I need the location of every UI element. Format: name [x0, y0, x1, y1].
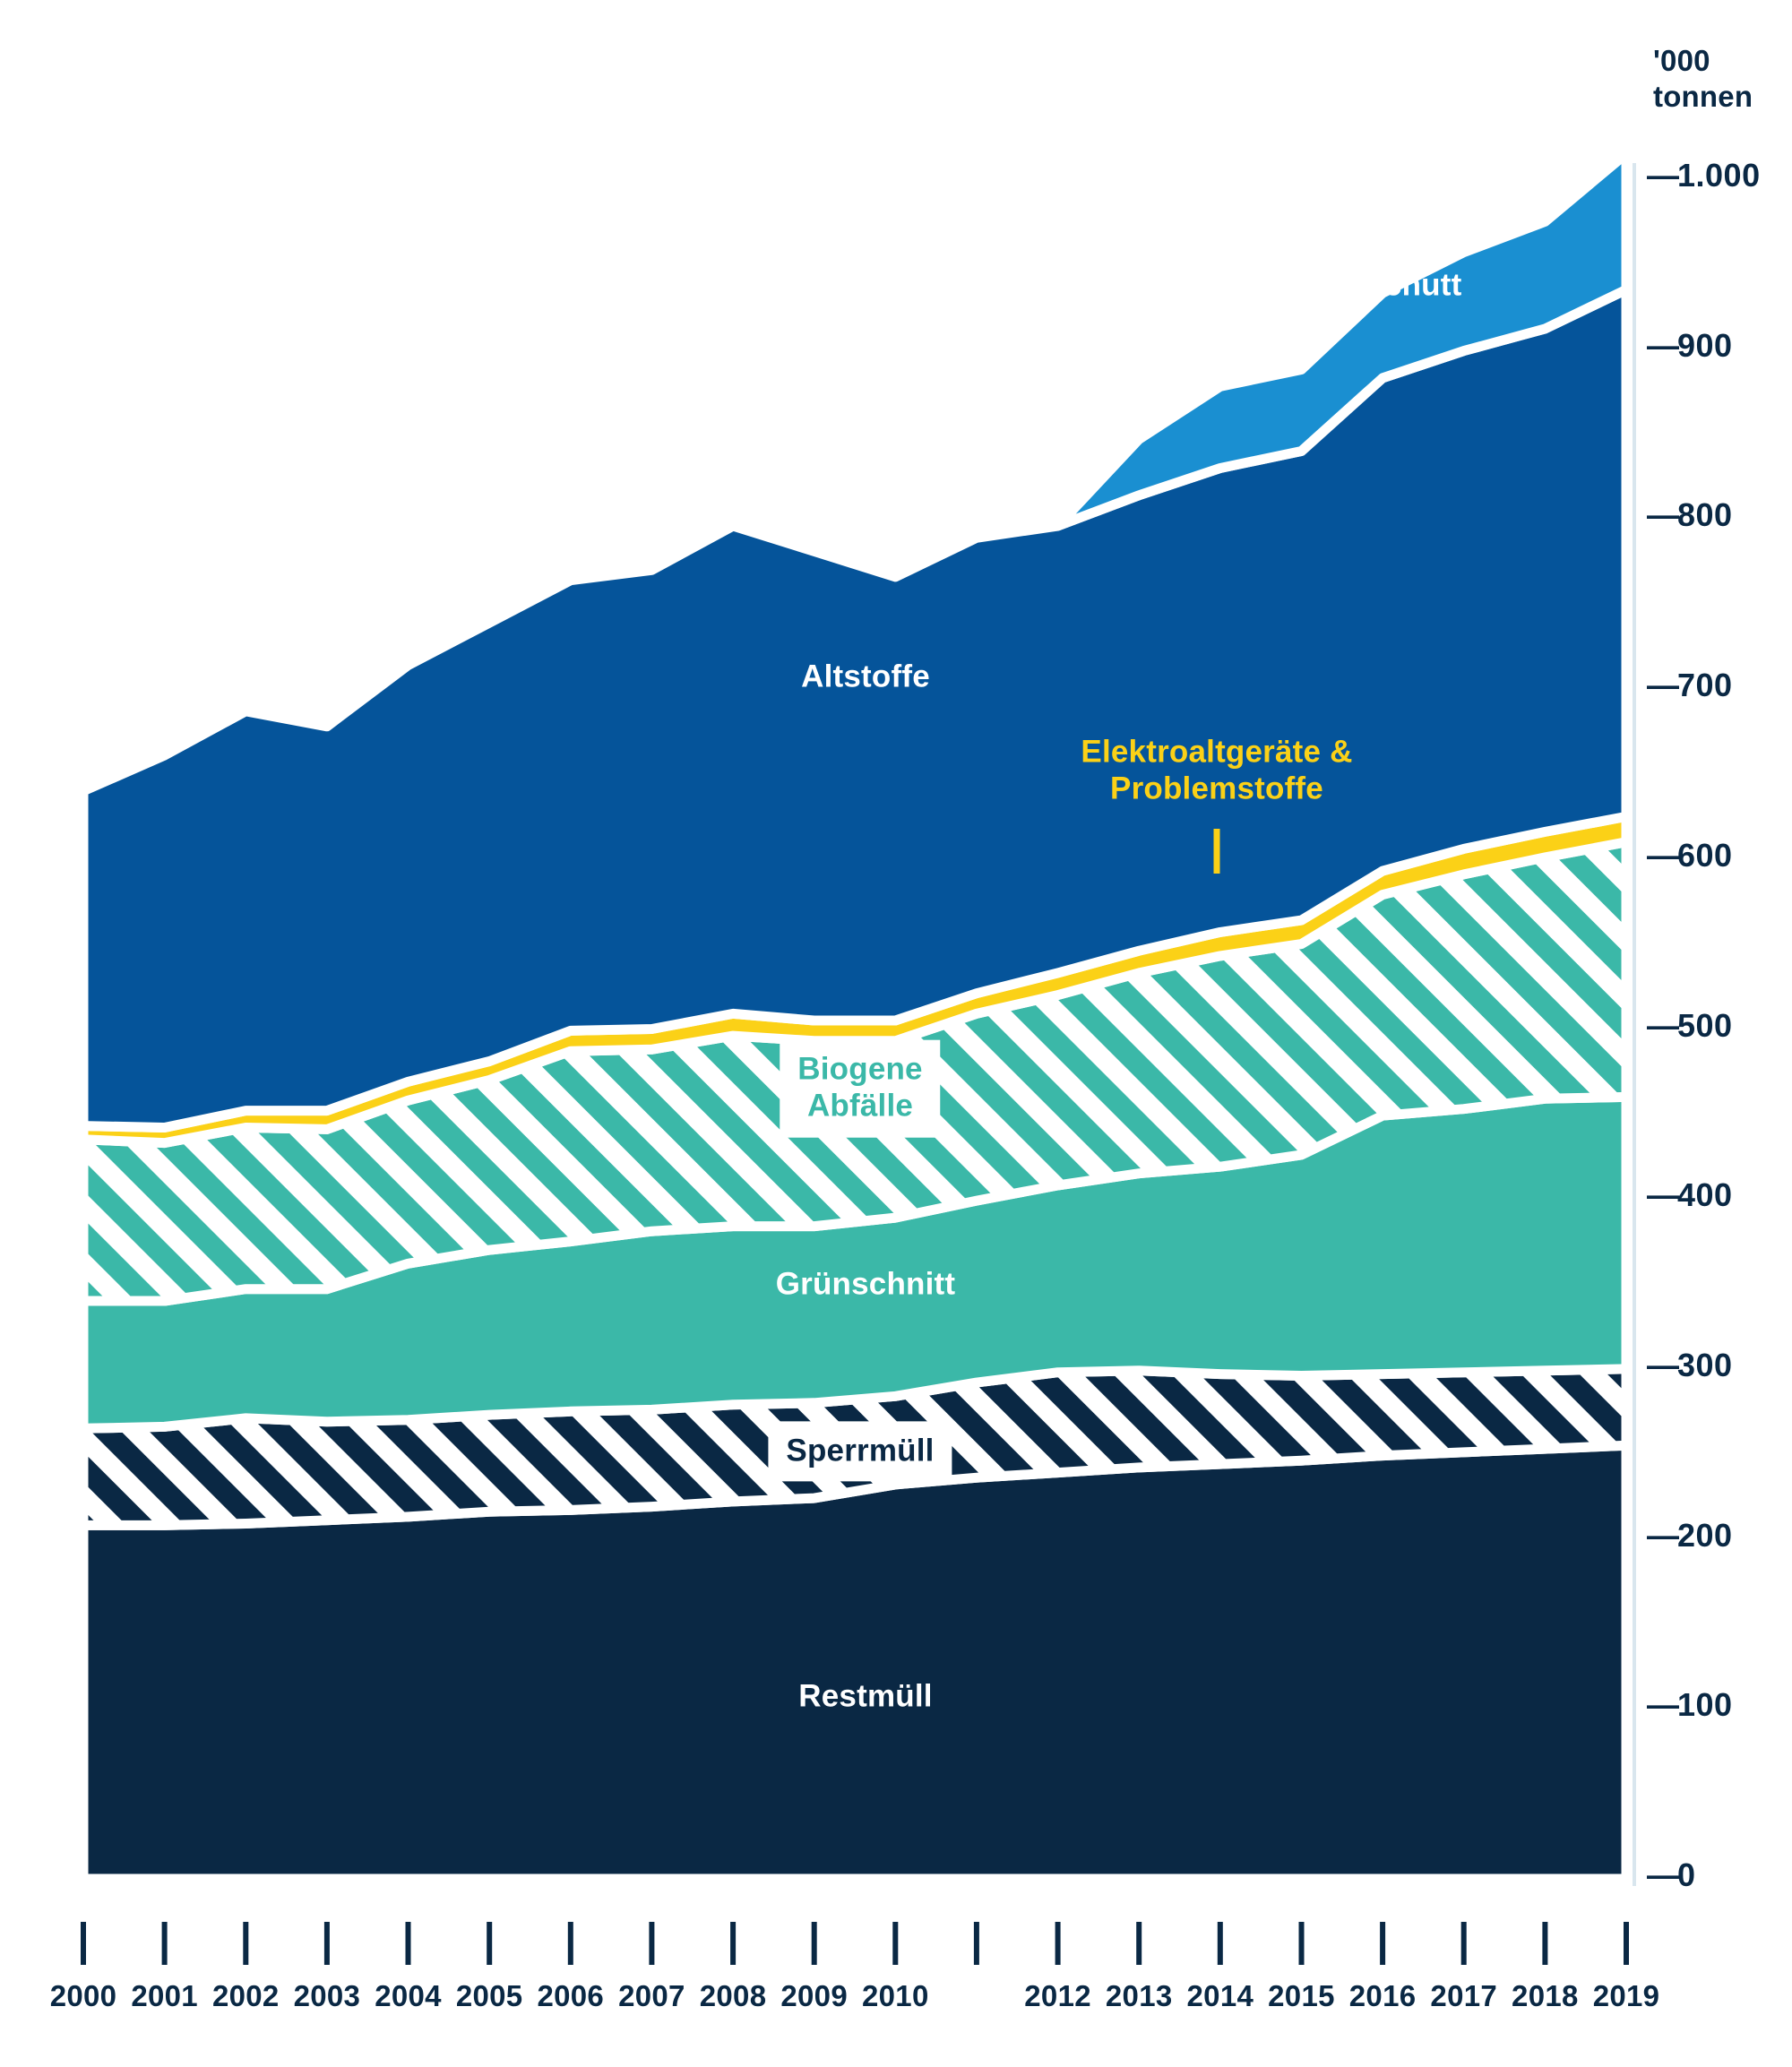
y-tick-dash: — [1647, 157, 1680, 194]
x-axis-label-2008: 2008 [699, 1979, 767, 2012]
x-axis-label-2004: 2004 [375, 1979, 442, 2012]
y-tick-dash: — [1647, 1516, 1680, 1554]
x-axis-label-2000: 2000 [49, 1979, 117, 2012]
x-axis-label-2018: 2018 [1512, 1979, 1579, 2012]
x-axis-label-2012: 2012 [1024, 1979, 1091, 2012]
x-axis-label-2005: 2005 [455, 1979, 523, 2012]
series-label-restmuell: Restmüll [798, 1678, 933, 1714]
y-tick-value: 800 [1677, 496, 1733, 534]
y-tick-value: 500 [1677, 1006, 1733, 1044]
y-tick-dash: — [1647, 1686, 1680, 1724]
y-axis-unit-label: '000 tonnen [1653, 44, 1753, 114]
y-axis-tick-500: —500 [1647, 1007, 1733, 1045]
x-axis-label-2007: 2007 [618, 1979, 685, 2012]
series-label-gruenschnitt: Grünschnitt [775, 1266, 956, 1302]
y-axis-tick-300: —300 [1647, 1347, 1733, 1384]
x-axis-label-2006: 2006 [537, 1979, 605, 2012]
x-axis-label-2014: 2014 [1186, 1979, 1254, 2012]
x-axis-label-2010: 2010 [862, 1979, 929, 2012]
x-axis-label-2015: 2015 [1268, 1979, 1335, 2012]
x-axis-label-2003: 2003 [293, 1979, 361, 2012]
y-tick-value: 0 [1677, 1856, 1696, 1893]
x-axis-label-2019: 2019 [1592, 1979, 1660, 2012]
y-tick-value: 400 [1677, 1176, 1733, 1214]
y-tick-dash: — [1647, 1856, 1680, 1893]
y-tick-value: 900 [1677, 326, 1733, 364]
y-tick-dash: — [1647, 667, 1680, 704]
y-axis-tick-600: —600 [1647, 837, 1733, 874]
y-axis-tick-400: —400 [1647, 1176, 1733, 1214]
y-tick-value: 300 [1677, 1346, 1733, 1383]
x-axis-label-2001: 2001 [131, 1979, 198, 2012]
y-tick-value: 1.000 [1677, 157, 1761, 194]
series-label-bauschutt: Bauschutt [1306, 267, 1462, 303]
y-axis-tick-1000: —1.000 [1647, 157, 1761, 194]
area-band-bauschutt [1053, 149, 1632, 531]
y-axis-tick-0: —0 [1647, 1856, 1696, 1894]
y-tick-value: 100 [1677, 1686, 1733, 1724]
y-tick-dash: — [1647, 1346, 1680, 1383]
series-label-sperrmuell: Sperrmüll [768, 1421, 952, 1482]
y-axis-tick-200: —200 [1647, 1517, 1733, 1555]
y-axis-tick-900: —900 [1647, 327, 1733, 365]
y-tick-value: 600 [1677, 836, 1733, 874]
x-axis-label-2017: 2017 [1430, 1979, 1498, 2012]
x-axis-label-2009: 2009 [780, 1979, 848, 2012]
y-tick-dash: — [1647, 836, 1680, 874]
y-axis-tick-800: —800 [1647, 496, 1733, 534]
series-label-altstoffe: Altstoffe [801, 659, 930, 694]
y-tick-dash: — [1647, 496, 1680, 534]
series-label-biogene: Biogene Abfälle [780, 1039, 941, 1138]
area-band-altstoffe [78, 284, 1632, 1133]
axis-tick-marks [81, 163, 1636, 1965]
y-tick-value: 200 [1677, 1516, 1733, 1554]
y-tick-dash: — [1647, 1006, 1680, 1044]
area-series-group [78, 149, 1632, 1884]
y-tick-value: 700 [1677, 667, 1733, 704]
x-axis-label-2002: 2002 [211, 1979, 280, 2012]
series-label-elektro: Elektroaltgeräte & Problemstoffe [1081, 734, 1353, 806]
x-axis-label-2013: 2013 [1105, 1979, 1173, 2012]
y-tick-dash: — [1647, 1176, 1680, 1214]
y-axis-tick-100: —100 [1647, 1686, 1733, 1724]
x-axis-label-2016: 2016 [1348, 1979, 1417, 2012]
y-axis-tick-700: —700 [1647, 667, 1733, 704]
y-tick-dash: — [1647, 326, 1680, 364]
